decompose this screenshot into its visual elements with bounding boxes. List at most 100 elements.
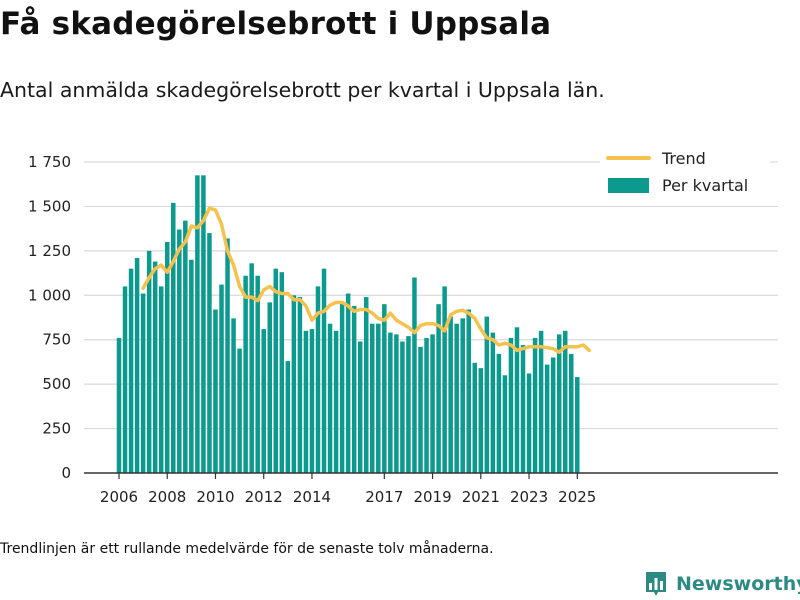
bar: [261, 329, 266, 473]
bar: [273, 268, 279, 473]
bar: [394, 334, 399, 473]
bar: [225, 238, 230, 473]
x-tick-label: 2014: [293, 488, 331, 506]
bar: [116, 337, 122, 473]
trend-line-layer: [141, 206, 592, 354]
bar: [490, 332, 496, 473]
bar: [207, 233, 212, 473]
bar: [285, 361, 291, 473]
bar: [472, 362, 478, 473]
bar: [442, 286, 447, 473]
bar: [550, 357, 556, 473]
y-tick-label: 1 250: [28, 242, 71, 260]
x-tick-label: 2006: [100, 488, 138, 506]
y-tick-label: 1 750: [28, 153, 71, 171]
chart-title: Få skadegörelsebrott i Uppsala: [0, 6, 552, 42]
bar: [478, 368, 484, 473]
bar: [291, 295, 297, 473]
bar: [538, 330, 544, 473]
bar: [339, 302, 345, 473]
bar: [460, 318, 465, 473]
bar: [532, 337, 538, 473]
bar: [201, 175, 206, 474]
legend: Trend Per kvartal: [600, 142, 770, 202]
bar: [183, 220, 188, 473]
bar: [502, 375, 508, 473]
axes: 0 250 500 750 1 000 1 250 1 500 1 750 2006 2008 20…: [28, 153, 778, 506]
bar: [309, 329, 315, 473]
quarterly-bars: [116, 175, 580, 474]
bar: [514, 327, 520, 473]
bar: [158, 286, 164, 473]
bar: [134, 257, 140, 473]
bar: [508, 337, 514, 473]
bar: [430, 334, 435, 473]
bar: [575, 377, 580, 473]
bar: [321, 268, 327, 473]
brand-name: Newsworthy: [676, 573, 800, 595]
bar: [140, 293, 146, 473]
x-tick-label: 2021: [462, 488, 500, 506]
bar: [152, 261, 158, 473]
bar: [177, 229, 182, 473]
x-tick-label: 2019: [413, 488, 451, 506]
bar: [484, 316, 490, 473]
chart-subtitle: Antal anmälda skadegörelsebrott per kvar…: [0, 78, 605, 102]
bar: [454, 323, 459, 473]
bar: [382, 304, 387, 473]
brand-logo: Newsworthy: [644, 568, 800, 600]
bar: [400, 341, 405, 473]
bar: [327, 323, 333, 473]
bar: [520, 345, 526, 473]
bar: [315, 286, 321, 473]
bar: [171, 202, 176, 474]
bar: [370, 323, 375, 473]
bar: [237, 348, 242, 473]
bar: [213, 309, 218, 473]
legend-bar-swatch: [608, 178, 649, 193]
x-tick-label: 2025: [558, 488, 596, 506]
bar: [351, 305, 357, 473]
bar: [333, 330, 339, 473]
bar: [466, 309, 471, 473]
footnote: Trendlinjen är ett rullande medelvärde f…: [0, 541, 494, 557]
y-tick-label: 1 000: [28, 286, 71, 304]
bar: [418, 346, 423, 473]
bar: [556, 334, 562, 473]
bar-chart-logo-icon: [646, 572, 666, 596]
bar: [436, 304, 441, 473]
x-tick-label: 2012: [245, 488, 283, 506]
bar: [406, 336, 411, 473]
bar: [146, 250, 152, 473]
legend-trend-label: Trend: [661, 149, 706, 168]
x-tick-label: 2010: [196, 488, 234, 506]
bar: [562, 330, 568, 473]
bar: [219, 284, 224, 473]
trend-line: [141, 206, 592, 354]
bar: [255, 275, 260, 473]
bar: [303, 330, 309, 473]
bar: [496, 353, 502, 473]
bar: [357, 341, 363, 473]
y-tick-label: 750: [42, 331, 71, 349]
bar: [231, 318, 236, 473]
bar: [195, 175, 200, 474]
bar: [569, 353, 574, 473]
y-tick-label: 0: [61, 464, 71, 482]
bar: [267, 302, 272, 473]
legend-bar-label: Per kvartal: [662, 176, 748, 195]
bar: [376, 323, 381, 473]
y-tick-label: 500: [42, 375, 71, 393]
y-tick-label: 250: [42, 420, 71, 438]
bar: [388, 332, 393, 473]
bar: [345, 293, 351, 473]
bar: [279, 272, 285, 473]
x-tick-label: 2008: [148, 488, 186, 506]
bar: [363, 297, 369, 473]
bar: [544, 364, 550, 473]
y-tick-label: 1 500: [28, 197, 71, 215]
bar: [189, 259, 194, 473]
bar: [243, 275, 248, 473]
x-tick-label: 2017: [365, 488, 403, 506]
bar: [424, 337, 429, 473]
